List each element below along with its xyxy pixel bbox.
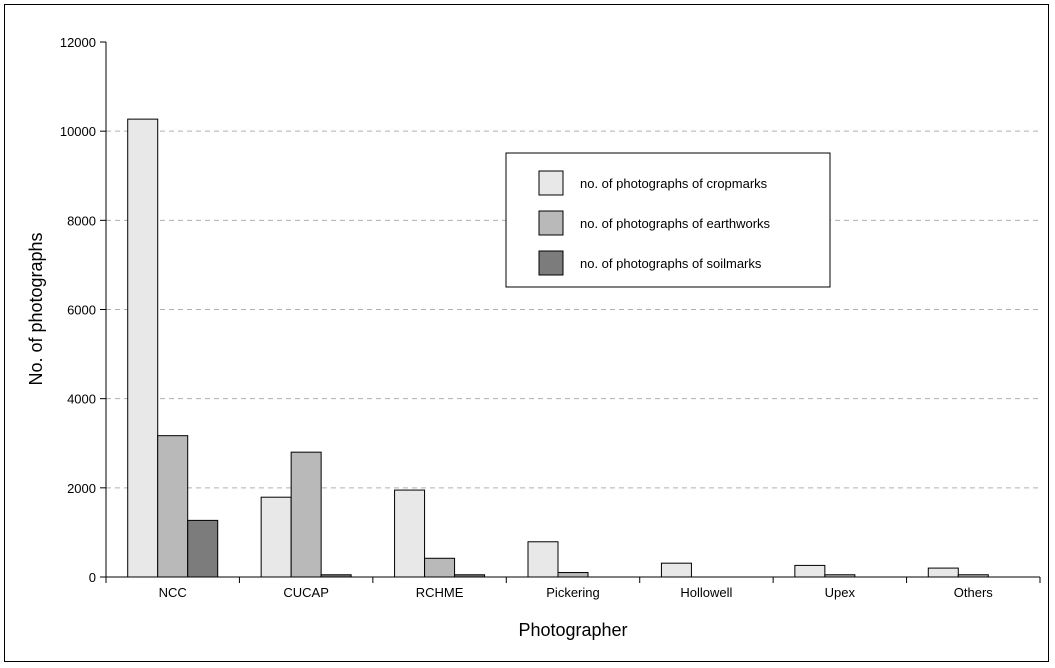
- x-tick-label: NCC: [159, 585, 187, 600]
- bar: [660, 562, 692, 578]
- bar: [187, 519, 219, 578]
- legend-swatch: [538, 250, 564, 276]
- x-tick-label: Hollowell: [680, 585, 732, 600]
- gridlines: [106, 130, 1040, 489]
- bar: [260, 496, 292, 578]
- bar: [394, 489, 426, 578]
- legend-swatch: [538, 210, 564, 236]
- x-tick-label: Upex: [825, 585, 856, 600]
- x-axis-title: Photographer: [518, 620, 627, 640]
- y-tick-label: 6000: [67, 303, 96, 318]
- legend: no. of photographs of cropmarks no. of ph…: [505, 152, 831, 288]
- x-tick-label: CUCAP: [283, 585, 329, 600]
- y-axis-title: No. of photographs: [26, 232, 46, 385]
- x-tick-label: Others: [954, 585, 994, 600]
- bar: [157, 435, 189, 578]
- legend-label: no. of photographs of soilmarks: [580, 256, 762, 271]
- x-tick-label: Pickering: [546, 585, 599, 600]
- legend-label: no. of photographs of earthworks: [580, 216, 771, 231]
- y-tick-label: 12000: [60, 35, 96, 50]
- legend-label: no. of photographs of cropmarks: [580, 176, 768, 191]
- x-tick-label: RCHME: [416, 585, 464, 600]
- bar: [290, 451, 322, 578]
- bar: [527, 541, 559, 578]
- y-tick-label: 2000: [67, 481, 96, 496]
- x-tick-labels: NCC CUCAP RCHME Pickering Hollowell Upex Other…: [159, 585, 994, 600]
- legend-swatch: [538, 170, 564, 196]
- bars: [127, 118, 989, 578]
- bar: [557, 572, 589, 578]
- axes: [100, 41, 1041, 583]
- bar: [794, 564, 826, 578]
- y-tick-label: 10000: [60, 124, 96, 139]
- bar: [127, 118, 159, 578]
- bar: [424, 557, 456, 578]
- y-tick-label: 8000: [67, 213, 96, 228]
- y-tick-label: 4000: [67, 392, 96, 407]
- bar: [927, 567, 959, 578]
- y-tick-label: 0: [89, 570, 96, 585]
- y-tick-labels: 0 2000 4000 6000 8000 10000 12000: [60, 35, 96, 585]
